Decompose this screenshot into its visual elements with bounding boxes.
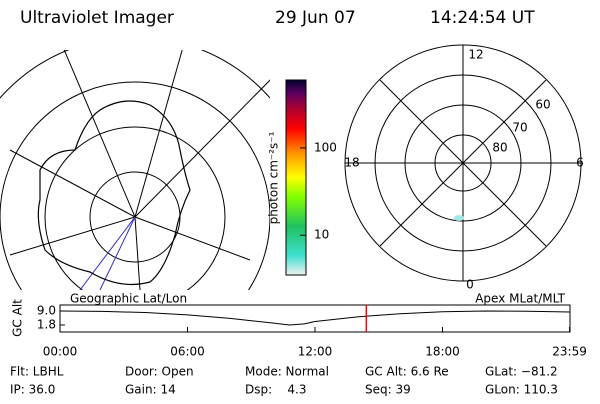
status-field: Flt: LBHL bbox=[10, 365, 64, 379]
altitude-line bbox=[59, 310, 570, 326]
colorbar-tick-label: 10 bbox=[314, 228, 329, 242]
status-field: GC Alt: 6.6 Re bbox=[365, 365, 449, 379]
polar-label: 70 bbox=[512, 121, 527, 135]
x-tick-label: 18:00 bbox=[425, 345, 460, 359]
status-field: Door: Open bbox=[125, 365, 194, 379]
polar-label: 80 bbox=[492, 141, 507, 155]
status-field: GLon: 110.3 bbox=[485, 383, 558, 397]
status-field: Gain: 14 bbox=[125, 383, 176, 397]
status-field: Mode: Normal bbox=[245, 365, 329, 379]
polar-label: 12 bbox=[468, 48, 483, 62]
polar-label: 60 bbox=[535, 98, 550, 112]
y-tick-label: 9.0 bbox=[37, 304, 56, 318]
x-tick-label: 12:00 bbox=[298, 345, 333, 359]
polar-label: 6 bbox=[576, 156, 584, 170]
x-tick-label: 06:00 bbox=[170, 345, 205, 359]
aurora-spot bbox=[454, 215, 464, 221]
colorbar-tick-label: 100 bbox=[314, 140, 337, 154]
status-field: Seq: 39 bbox=[365, 383, 411, 397]
status-field: GLat: −81.2 bbox=[485, 365, 558, 379]
title: Ultraviolet Imager bbox=[20, 8, 174, 28]
polar-label: 0 bbox=[466, 278, 474, 292]
geo-map bbox=[0, 50, 270, 290]
y-axis-label: GC Alt bbox=[11, 299, 25, 337]
time: 14:24:54 UT bbox=[430, 8, 535, 28]
date: 29 Jun 07 bbox=[275, 8, 356, 28]
status-field: Dsp: 4.3 bbox=[245, 383, 307, 397]
colorbar-label: photon cm⁻²s⁻¹ bbox=[267, 131, 281, 224]
x-tick-label: 00:00 bbox=[43, 345, 78, 359]
x-tick-label: 23:59 bbox=[552, 345, 587, 359]
polar-grid bbox=[344, 44, 582, 282]
plot-title-left: Geographic Lat/Lon bbox=[70, 292, 187, 306]
y-tick-label: 1.8 bbox=[37, 318, 56, 332]
colorbar bbox=[285, 79, 307, 276]
plot-title-right: Apex MLat/MLT bbox=[475, 292, 565, 306]
polar-label: 18 bbox=[344, 156, 359, 170]
status-field: IP: 36.0 bbox=[10, 383, 55, 397]
